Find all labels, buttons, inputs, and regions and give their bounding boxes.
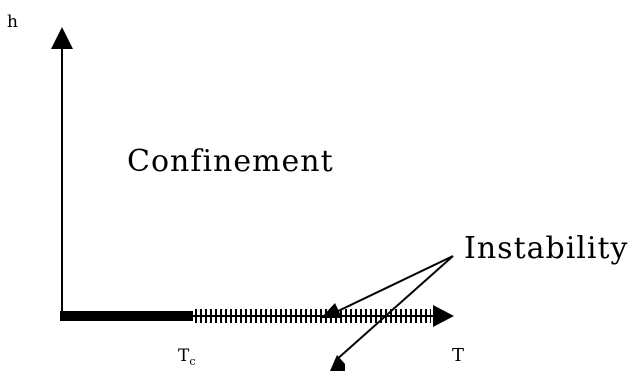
confinement-label: Confinement — [127, 144, 334, 179]
hatched-instability-segment — [193, 309, 431, 323]
y-axis-arrowhead — [51, 27, 73, 49]
instability-arrowhead-1 — [321, 303, 342, 318]
instability-arrowhead-2 — [330, 355, 345, 371]
tc-label-sub: c — [189, 355, 195, 368]
instability-label: Instability — [464, 231, 629, 266]
x-axis-label: T — [452, 345, 464, 366]
instability-pointer-1 — [333, 255, 454, 314]
tc-label-main: T — [178, 346, 190, 366]
x-axis-arrowhead — [433, 305, 454, 327]
instability-pointer-2 — [334, 255, 454, 362]
tc-label: Tc — [178, 346, 196, 368]
solid-phase-boundary — [60, 311, 193, 321]
y-axis-label: h — [7, 12, 18, 32]
